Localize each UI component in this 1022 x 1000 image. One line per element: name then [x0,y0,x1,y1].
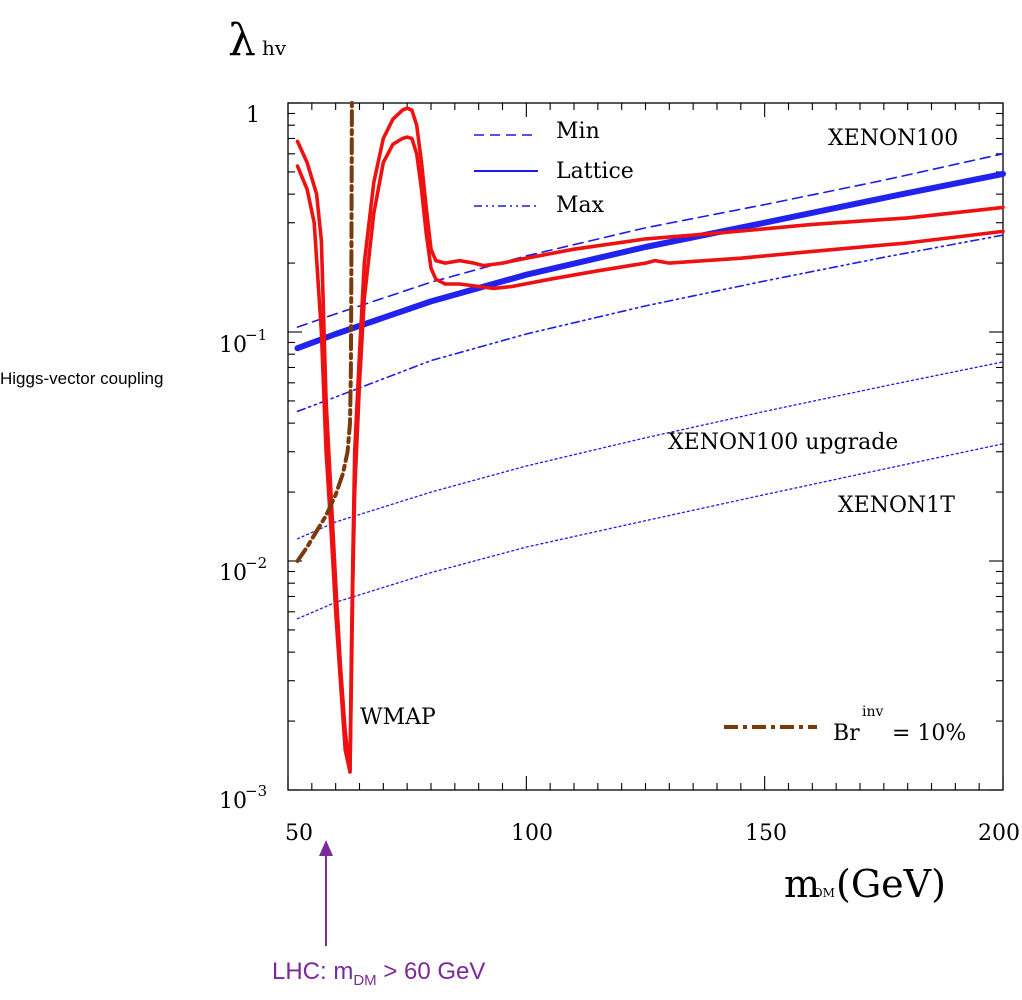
series-line-wmap_lower [295,135,1005,774]
y-axis-side-label: Higgs-vector coupling [0,369,164,388]
x-tick-label: 200 [978,821,1020,846]
y-axis-symbol: λ [228,15,256,66]
legend-label-br-superscript: inv [862,704,883,720]
x-tick-label: 50 [285,821,313,846]
annotation-xenon100-upgrade: XENON100 upgrade [668,430,898,455]
x-tick-label: 100 [511,821,553,846]
x-axis-label-unit: (GeV) [836,862,946,906]
y-tick-label-exponent: −3 [245,782,267,800]
y-tick-label-exponent: −1 [245,326,267,344]
y-tick-label: 10 [219,561,247,586]
lhc-note: LHC: mDM > 60 GeV [272,958,485,989]
y-tick-label: 10 [219,333,247,358]
annotation-wmap: WMAP [360,705,436,730]
legend-label-br-value: = 10% [892,721,966,746]
x-tick-label: 150 [745,821,787,846]
legend-label-min: Min [556,119,600,144]
legend-label-lattice: Lattice [556,159,634,184]
series-line-xenon100_upgrade [296,361,1004,540]
legend-label-br: Br [833,721,860,746]
series-line-min [296,153,1004,328]
y-axis-symbol-subscript: hv [262,36,287,60]
series-line-xenon1t [296,443,1004,620]
x-axis-label: m [784,862,820,906]
series-layer [294,101,1006,774]
series-line-br_inv [295,101,354,563]
y-tick-label: 10 [219,789,247,814]
axis-ticks [287,102,1004,791]
lhc-note-subscript: DM [353,972,377,989]
annotation-xenon1t: XENON1T [838,493,955,518]
series-line-max [296,234,1004,413]
y-tick-label-exponent: −2 [245,554,267,572]
legend-label-max: Max [556,193,605,218]
x-axis-label-subscript: DM [813,886,835,900]
lhc-note-suffix: > 60 GeV [376,958,486,985]
lhc-note-prefix: LHC: m [272,958,354,985]
y-tick-label: 1 [246,103,260,128]
annotation-xenon100: XENON100 [828,126,958,151]
lhc-arrow-head [319,840,333,856]
